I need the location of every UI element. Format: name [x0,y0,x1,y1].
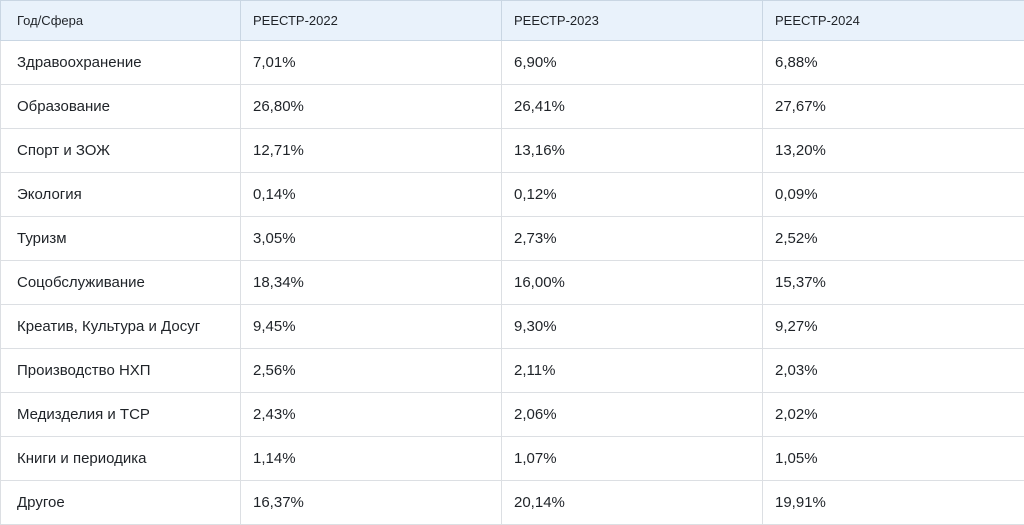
value-2022-cell: 0,14% [241,173,502,217]
value-2024-cell: 15,37% [763,261,1024,305]
value-2022-cell: 7,01% [241,41,502,85]
sphere-cell: Спорт и ЗОЖ [1,129,241,173]
value-2023-cell: 2,06% [502,393,763,437]
sphere-cell: Креатив, Культура и Досуг [1,305,241,349]
value-2024-cell: 2,02% [763,393,1024,437]
value-2023-cell: 2,73% [502,217,763,261]
sphere-cell: Образование [1,85,241,129]
value-2024-cell: 0,09% [763,173,1024,217]
table-header: Год/Сфера РЕЕСТР-2022 РЕЕСТР-2023 РЕЕСТР… [1,1,1024,41]
value-2022-cell: 9,45% [241,305,502,349]
value-2023-cell: 13,16% [502,129,763,173]
value-2024-cell: 2,03% [763,349,1024,393]
value-2024-cell: 27,67% [763,85,1024,129]
value-2022-cell: 12,71% [241,129,502,173]
value-2022-cell: 26,80% [241,85,502,129]
value-2022-cell: 3,05% [241,217,502,261]
sphere-cell: Здравоохранение [1,41,241,85]
value-2023-cell: 6,90% [502,41,763,85]
value-2023-cell: 1,07% [502,437,763,481]
value-2022-cell: 2,43% [241,393,502,437]
value-2024-cell: 13,20% [763,129,1024,173]
value-2022-cell: 18,34% [241,261,502,305]
value-2022-cell: 16,37% [241,481,502,525]
header-cell-sphere: Год/Сфера [1,1,241,41]
value-2023-cell: 2,11% [502,349,763,393]
value-2024-cell: 19,91% [763,481,1024,525]
value-2023-cell: 20,14% [502,481,763,525]
value-2024-cell: 2,52% [763,217,1024,261]
value-2022-cell: 1,14% [241,437,502,481]
value-2023-cell: 0,12% [502,173,763,217]
header-row: Год/Сфера РЕЕСТР-2022 РЕЕСТР-2023 РЕЕСТР… [1,1,1024,41]
sphere-cell: Производство НХП [1,349,241,393]
sphere-cell: Другое [1,481,241,525]
header-cell-2023: РЕЕСТР-2023 [502,1,763,41]
value-2023-cell: 26,41% [502,85,763,129]
sphere-cell: Медизделия и ТСР [1,393,241,437]
sphere-cell: Соцобслуживание [1,261,241,305]
sphere-cell: Туризм [1,217,241,261]
sphere-cell: Экология [1,173,241,217]
value-2024-cell: 1,05% [763,437,1024,481]
value-2023-cell: 16,00% [502,261,763,305]
value-2023-cell: 9,30% [502,305,763,349]
header-cell-2024: РЕЕСТР-2024 [763,1,1024,41]
value-2024-cell: 6,88% [763,41,1024,85]
header-cell-2022: РЕЕСТР-2022 [241,1,502,41]
value-2022-cell: 2,56% [241,349,502,393]
sphere-cell: Книги и периодика [1,437,241,481]
value-2024-cell: 9,27% [763,305,1024,349]
